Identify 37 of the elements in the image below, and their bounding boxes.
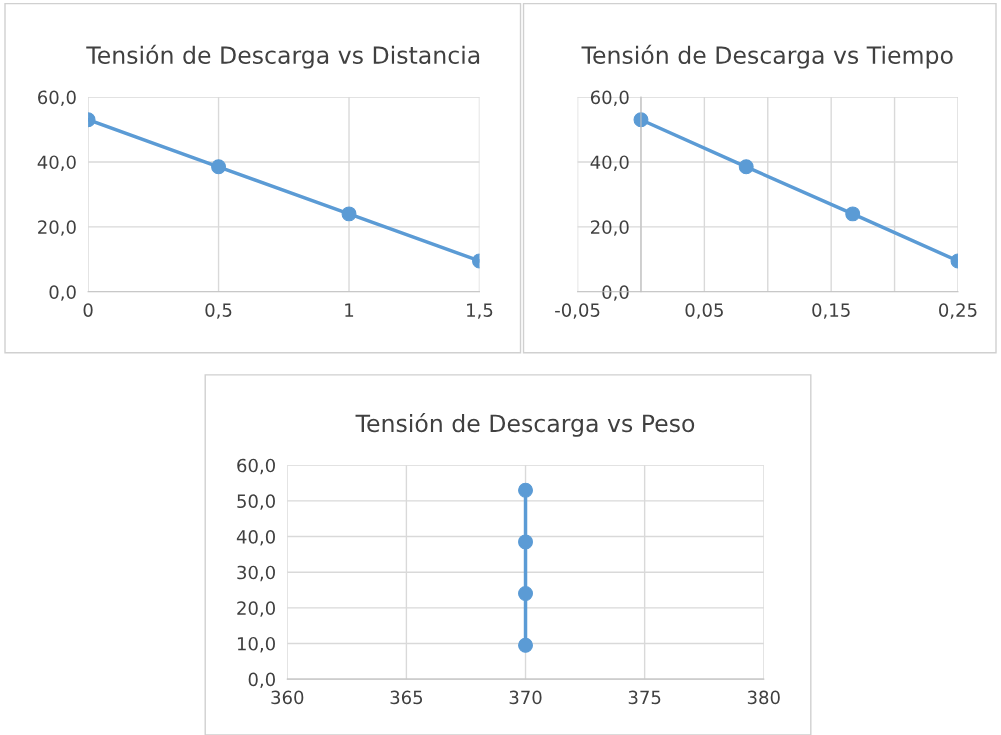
x-tick-label: 0,05 bbox=[685, 303, 723, 319]
y-tick-label: 0,0 bbox=[248, 672, 275, 689]
x-tick-label: 0,15 bbox=[812, 303, 850, 319]
y-tick-label: 30,0 bbox=[237, 565, 275, 582]
y-tick-label: 60,0 bbox=[590, 90, 629, 106]
x-tick-label: 380 bbox=[747, 690, 780, 705]
chart-title: Tensión de Descarga vs Distancia bbox=[86, 44, 480, 69]
point bbox=[518, 637, 533, 653]
x-tick-label: 0,25 bbox=[939, 303, 977, 319]
x-tick-label: 370 bbox=[509, 690, 542, 705]
point bbox=[738, 159, 754, 175]
y-tick-label: 20,0 bbox=[590, 220, 629, 236]
y-tick-label: 20,0 bbox=[38, 220, 76, 236]
y-tick-label: 40,0 bbox=[590, 155, 629, 171]
chart-title: Tensión de Descarga vs Peso bbox=[355, 413, 695, 437]
y-tick-label: 50,0 bbox=[237, 494, 275, 510]
chart-title: Tensión de Descarga vs Tiempo bbox=[581, 44, 953, 69]
x-tick-label: 0,5 bbox=[205, 303, 232, 319]
y-tick-label: 0,0 bbox=[602, 285, 629, 301]
point bbox=[518, 586, 533, 602]
x-tick-label: 1,5 bbox=[467, 303, 493, 319]
x-tick-label: 365 bbox=[390, 690, 423, 705]
y-tick-label: 60,0 bbox=[38, 90, 76, 106]
x-tick-label: 375 bbox=[628, 690, 661, 705]
x-tick-label: 0 bbox=[83, 303, 93, 317]
x-tick-label: 360 bbox=[271, 690, 304, 705]
point bbox=[518, 482, 533, 498]
y-tick-label: 60,0 bbox=[237, 458, 275, 475]
point bbox=[518, 534, 533, 550]
x-tick-label: 1 bbox=[345, 303, 354, 317]
x-tick-label: -0,05 bbox=[555, 303, 600, 319]
y-tick-label: 10,0 bbox=[237, 636, 275, 653]
y-tick-label: 0,0 bbox=[49, 285, 76, 301]
y-tick-label: 40,0 bbox=[236, 530, 275, 546]
y-tick-label: 20,0 bbox=[237, 601, 275, 617]
y-tick-label: 40,0 bbox=[37, 155, 76, 171]
point bbox=[845, 206, 861, 222]
